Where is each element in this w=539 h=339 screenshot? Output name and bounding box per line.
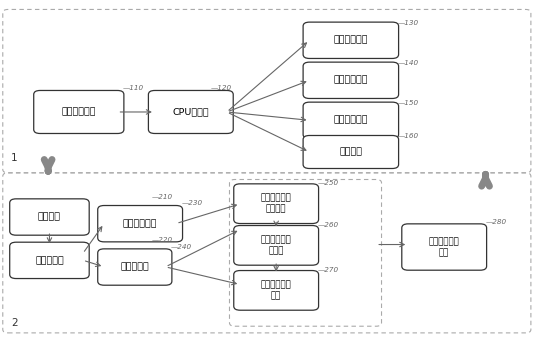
Text: 心率多标注: 心率多标注 xyxy=(120,262,149,272)
FancyBboxPatch shape xyxy=(234,271,319,310)
Text: —280: —280 xyxy=(486,219,507,224)
FancyBboxPatch shape xyxy=(98,249,172,285)
FancyBboxPatch shape xyxy=(10,199,89,235)
Text: —220: —220 xyxy=(152,237,173,243)
Text: 2: 2 xyxy=(11,318,17,328)
Text: —140: —140 xyxy=(398,60,419,66)
Text: 信号预处理: 信号预处理 xyxy=(35,256,64,265)
Text: —250: —250 xyxy=(317,180,338,186)
Text: 预警单元: 预警单元 xyxy=(340,147,362,157)
Text: 1: 1 xyxy=(11,153,17,163)
Text: —260: —260 xyxy=(317,222,338,228)
Text: —150: —150 xyxy=(398,100,419,106)
Text: —270: —270 xyxy=(317,267,338,273)
FancyBboxPatch shape xyxy=(402,224,487,270)
FancyBboxPatch shape xyxy=(234,225,319,265)
Text: 心率融合模型
初始化: 心率融合模型 初始化 xyxy=(261,235,292,255)
FancyBboxPatch shape xyxy=(148,91,233,134)
Text: —210: —210 xyxy=(152,194,173,200)
Text: 数据通信单元: 数据通信单元 xyxy=(334,36,368,45)
FancyBboxPatch shape xyxy=(10,242,89,279)
FancyBboxPatch shape xyxy=(234,184,319,223)
FancyBboxPatch shape xyxy=(98,205,183,242)
Text: CPU处理器: CPU处理器 xyxy=(172,107,209,117)
FancyBboxPatch shape xyxy=(303,102,399,139)
Text: —120: —120 xyxy=(211,85,232,91)
Text: —240: —240 xyxy=(171,243,192,250)
Text: —130: —130 xyxy=(398,20,419,26)
Text: 心率融合模型
求解: 心率融合模型 求解 xyxy=(261,280,292,300)
FancyBboxPatch shape xyxy=(303,136,399,168)
Text: —230: —230 xyxy=(182,200,203,206)
FancyBboxPatch shape xyxy=(303,62,399,98)
Text: 心率多标签値
概率建模: 心率多标签値 概率建模 xyxy=(261,194,292,214)
Text: 界面显示单元: 界面显示单元 xyxy=(334,116,368,125)
Text: —110: —110 xyxy=(123,85,144,91)
Text: 本地存储单元: 本地存储单元 xyxy=(334,76,368,85)
Text: 心率真値标签
获取: 心率真値标签 获取 xyxy=(429,237,460,257)
FancyBboxPatch shape xyxy=(34,91,124,134)
Text: 信号读取: 信号读取 xyxy=(38,213,61,221)
FancyBboxPatch shape xyxy=(303,22,399,58)
Text: —160: —160 xyxy=(398,134,419,139)
Text: 信号特征提取: 信号特征提取 xyxy=(123,219,157,228)
Text: 干性电极单元: 干性电极单元 xyxy=(61,107,96,117)
